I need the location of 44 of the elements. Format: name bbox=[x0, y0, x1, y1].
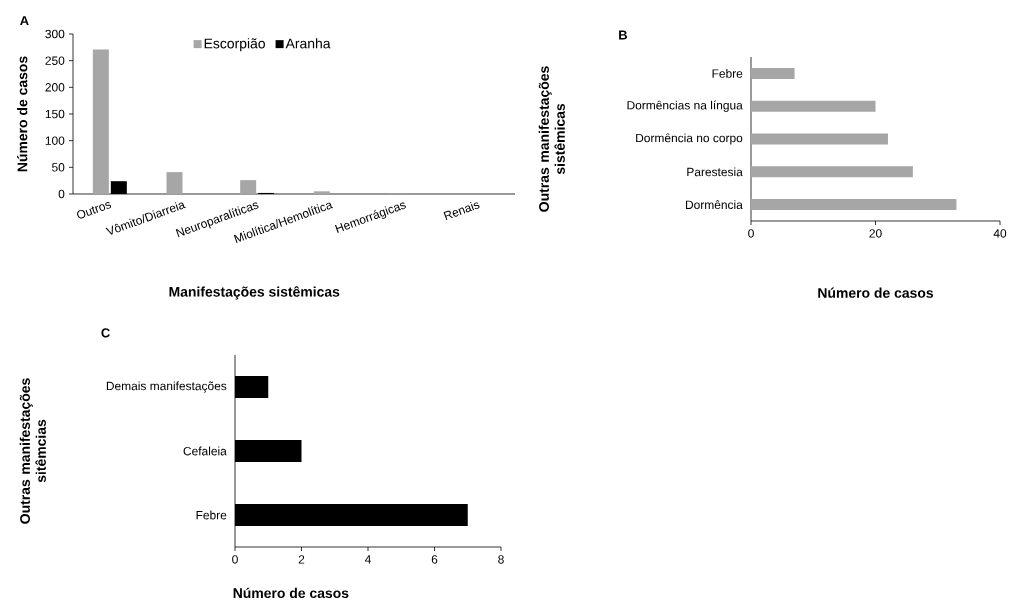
y-tick-label: 0 bbox=[58, 189, 65, 199]
x-tick-label: 40 bbox=[993, 229, 1007, 238]
text: B bbox=[619, 30, 627, 40]
bar bbox=[92, 49, 109, 194]
y-tick-label: 200 bbox=[45, 83, 65, 92]
chart-title: A bbox=[20, 16, 29, 26]
x-tick-label: 20 bbox=[869, 229, 882, 238]
bar bbox=[313, 191, 330, 194]
x-tick-label: 2 bbox=[298, 555, 305, 564]
bar bbox=[751, 133, 888, 145]
bar bbox=[751, 100, 876, 112]
x-axis-title: Número de casos bbox=[818, 287, 934, 298]
bar bbox=[166, 172, 183, 194]
bar bbox=[240, 180, 257, 194]
y-tick-label: Demais manifestações bbox=[106, 381, 227, 393]
bar bbox=[751, 67, 795, 79]
y-axis-title: Número de casos bbox=[16, 56, 28, 172]
y-tick-label: Dormência bbox=[686, 200, 743, 209]
x-axis-title: Manifestações sistêmicas bbox=[169, 286, 340, 300]
y-tick-label: Dormência no corpo bbox=[636, 133, 743, 145]
x-axis-title: Número de casos bbox=[233, 587, 349, 599]
y-tick-label: 50 bbox=[52, 163, 65, 172]
y-tick-label: 250 bbox=[45, 56, 65, 65]
y-tick-label: 300 bbox=[45, 29, 65, 39]
bar bbox=[751, 166, 913, 178]
y-axis-title: Outras manifestações sistêmicas bbox=[538, 66, 565, 212]
x-tick-label: 0 bbox=[232, 555, 238, 564]
x-tick-label: 4 bbox=[364, 555, 371, 564]
y-tick-label: Dormências na língua bbox=[627, 100, 743, 112]
x-tick-label: 0 bbox=[748, 229, 754, 238]
y-axis-title: Outras manifestações sitêmcias bbox=[19, 378, 46, 524]
legend-label: Escorpião bbox=[204, 38, 265, 52]
y-tick-label: Cefaleia bbox=[183, 446, 227, 456]
text: C bbox=[101, 328, 110, 338]
y-tick-label: 150 bbox=[45, 109, 65, 119]
x-tick-label: 6 bbox=[431, 555, 438, 564]
bar bbox=[751, 199, 957, 211]
x-tick-label: 8 bbox=[498, 555, 504, 564]
legend-label: Aranha bbox=[285, 38, 331, 49]
y-tick-label: Parestesia bbox=[687, 167, 743, 177]
y-tick-label: 100 bbox=[45, 136, 65, 145]
y-tick-label: Febre bbox=[196, 510, 227, 520]
x-tick-label: Renais bbox=[443, 201, 480, 221]
y-tick-label: Febre bbox=[712, 69, 743, 78]
